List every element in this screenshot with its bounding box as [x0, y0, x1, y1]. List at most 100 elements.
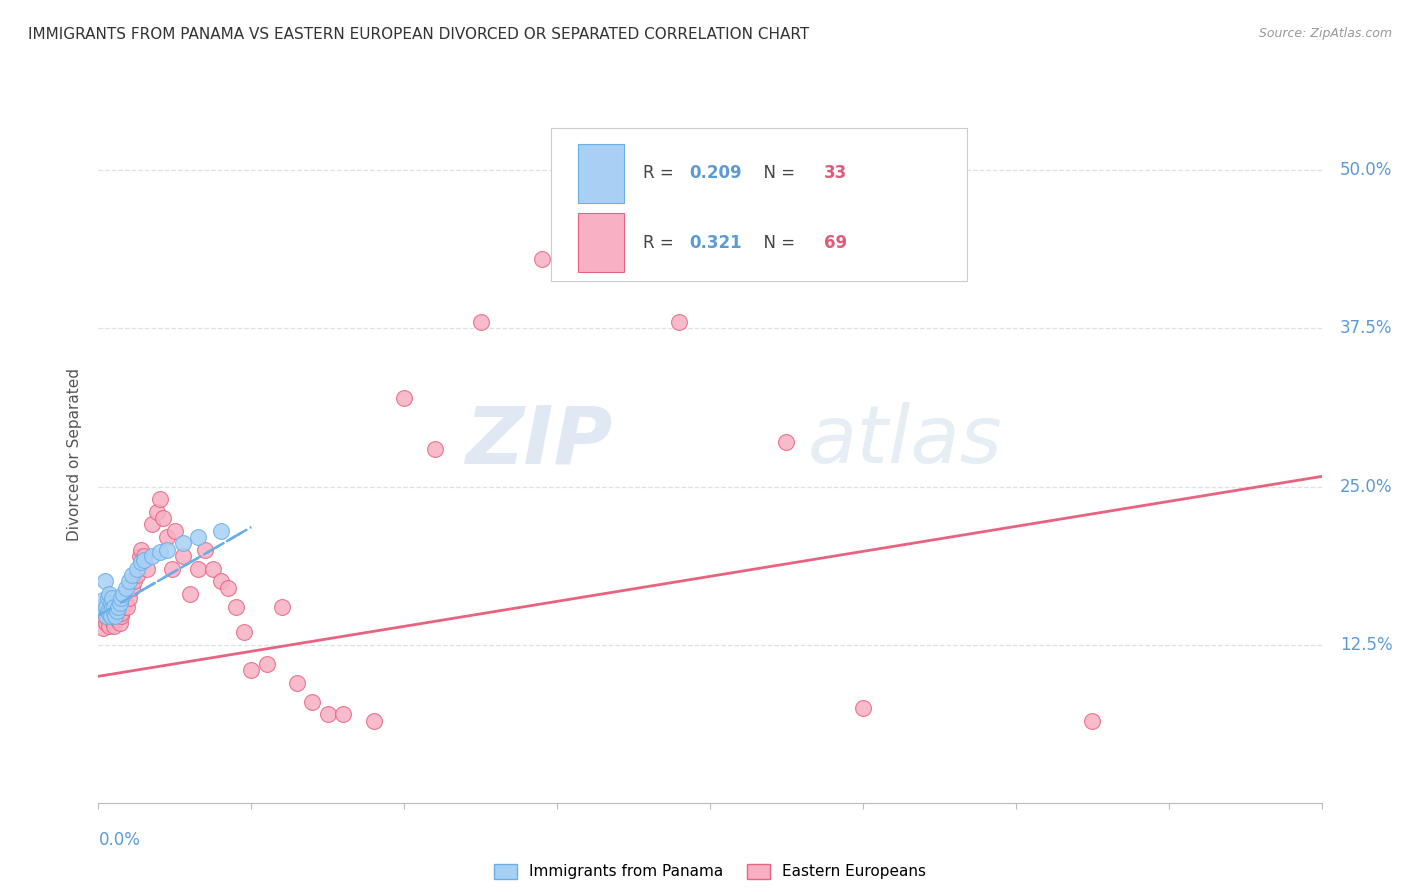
Point	[97, 612, 120, 626]
Point	[103, 606, 125, 620]
Text: ZIP: ZIP	[465, 402, 612, 480]
Text: IMMIGRANTS FROM PANAMA VS EASTERN EUROPEAN DIVORCED OR SEPARATED CORRELATION CHA: IMMIGRANTS FROM PANAMA VS EASTERN EUROPE…	[28, 27, 810, 42]
Point	[101, 612, 124, 626]
Point	[115, 581, 138, 595]
Point	[110, 591, 132, 605]
Point	[141, 517, 163, 532]
Text: N =: N =	[752, 234, 800, 252]
Point	[125, 562, 148, 576]
Legend: Immigrants from Panama, Eastern Europeans: Immigrants from Panama, Eastern European…	[488, 857, 932, 886]
Point	[90, 599, 112, 614]
Point	[94, 608, 117, 623]
Point	[470, 315, 492, 329]
Point	[134, 549, 156, 563]
Text: 37.5%: 37.5%	[1340, 319, 1392, 337]
Point	[91, 593, 114, 607]
Point	[111, 587, 134, 601]
Point	[129, 542, 152, 557]
Point	[97, 591, 120, 605]
Point	[104, 608, 127, 623]
Point	[149, 545, 172, 559]
Text: Source: ZipAtlas.com: Source: ZipAtlas.com	[1258, 27, 1392, 40]
Point	[98, 608, 121, 623]
Point	[122, 574, 145, 589]
Point	[149, 492, 172, 507]
Point	[101, 599, 124, 614]
Point	[129, 556, 152, 570]
Point	[121, 581, 143, 595]
Point	[134, 553, 156, 567]
Point	[332, 707, 354, 722]
Point	[852, 701, 875, 715]
Text: 33: 33	[824, 164, 846, 182]
Y-axis label: Divorced or Separated: Divorced or Separated	[67, 368, 83, 541]
Point	[110, 608, 132, 623]
Text: atlas: atlas	[808, 402, 1002, 480]
Point	[104, 608, 127, 623]
Point	[98, 587, 121, 601]
FancyBboxPatch shape	[578, 144, 624, 202]
Point	[101, 606, 124, 620]
Text: 69: 69	[824, 234, 846, 252]
Point	[156, 530, 179, 544]
Point	[172, 549, 194, 563]
Point	[94, 608, 117, 623]
Point	[172, 536, 194, 550]
Point	[97, 603, 120, 617]
Point	[576, 163, 599, 178]
FancyBboxPatch shape	[578, 213, 624, 272]
Point	[107, 599, 129, 614]
FancyBboxPatch shape	[551, 128, 967, 281]
Point	[103, 599, 125, 614]
Text: R =: R =	[643, 234, 683, 252]
Point	[301, 695, 323, 709]
Point	[104, 599, 127, 614]
Point	[100, 612, 122, 626]
Text: 0.209: 0.209	[689, 164, 742, 182]
Text: R =: R =	[643, 164, 679, 182]
Point	[115, 596, 138, 610]
Point	[363, 714, 385, 728]
Point	[100, 608, 122, 623]
Point	[93, 606, 115, 620]
Point	[121, 568, 143, 582]
Point	[90, 612, 112, 626]
Point	[98, 618, 121, 632]
Point	[111, 599, 134, 614]
Point	[775, 435, 797, 450]
Point	[392, 391, 416, 405]
Point	[103, 606, 125, 620]
Text: 12.5%: 12.5%	[1340, 636, 1392, 654]
Point	[187, 562, 209, 576]
Point	[256, 657, 278, 671]
Point	[423, 442, 446, 456]
Text: N =: N =	[752, 164, 800, 182]
Point	[103, 618, 125, 632]
Point	[136, 562, 159, 576]
Point	[194, 542, 217, 557]
Point	[107, 599, 129, 614]
Point	[668, 315, 690, 329]
Point	[101, 591, 124, 605]
Point	[152, 511, 174, 525]
Point	[1081, 714, 1104, 728]
Point	[179, 587, 201, 601]
Point	[141, 549, 163, 563]
Point	[118, 574, 141, 589]
Point	[91, 621, 114, 635]
Point	[97, 603, 120, 617]
Point	[225, 599, 247, 614]
Point	[112, 593, 135, 607]
Point	[98, 606, 121, 620]
Point	[100, 599, 122, 614]
Text: 0.0%: 0.0%	[98, 830, 141, 848]
Point	[217, 581, 239, 595]
Point	[285, 675, 308, 690]
Point	[270, 599, 292, 614]
Point	[110, 606, 132, 620]
Point	[105, 612, 128, 626]
Point	[125, 568, 148, 582]
Point	[187, 530, 209, 544]
Point	[240, 663, 263, 677]
Point	[160, 562, 183, 576]
